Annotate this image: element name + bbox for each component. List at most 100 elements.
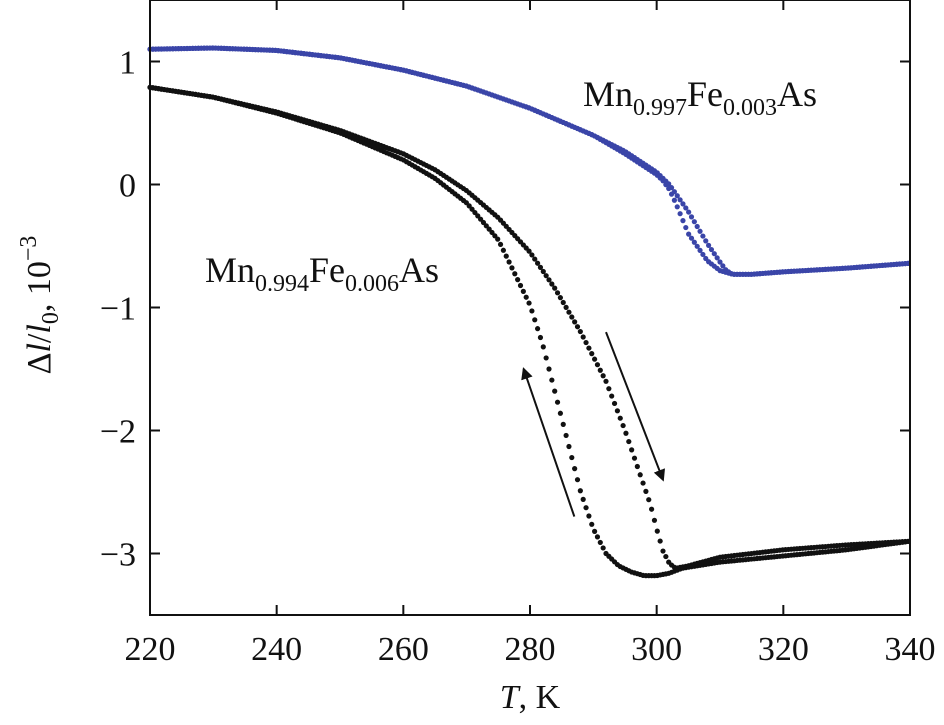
data-point (649, 506, 655, 512)
data-point (589, 351, 595, 357)
series-blue-mn: Mn (583, 74, 633, 114)
series-blue-fe-sub: 0.003 (723, 95, 777, 121)
data-point (500, 247, 506, 253)
data-point (529, 252, 535, 258)
y-tick-label: 1 (119, 45, 136, 82)
data-point (600, 373, 606, 379)
x-axis-label: T, K (500, 679, 561, 716)
data-point (589, 521, 595, 527)
series-black-mn: Mn (205, 250, 255, 290)
y-label-l0-sub: 0 (38, 312, 64, 324)
data-point (532, 256, 538, 262)
series-branch (147, 84, 911, 579)
series-black-as: As (399, 250, 439, 290)
y-label-l: l (21, 343, 58, 352)
data-point (535, 260, 541, 266)
data-point (563, 304, 569, 310)
data-point (557, 410, 564, 416)
data-point (569, 454, 575, 461)
data-point (668, 185, 675, 191)
data-point (497, 241, 504, 248)
data-point (509, 265, 515, 271)
data-point (691, 239, 697, 245)
series-label-blue: Mn0.997Fe0.003As (583, 74, 817, 121)
data-point (703, 238, 709, 244)
data-point (603, 378, 609, 384)
data-point (600, 545, 606, 551)
x-tick-label: 280 (505, 631, 556, 668)
data-point (677, 197, 683, 203)
data-point (512, 271, 518, 277)
data-point (517, 282, 524, 289)
data-point (708, 246, 715, 253)
data-point (711, 251, 717, 257)
data-point (631, 455, 638, 461)
data-point (629, 447, 635, 453)
data-point (560, 299, 566, 306)
x-tick-label: 300 (631, 631, 682, 668)
data-point (700, 251, 706, 258)
data-point (671, 189, 678, 195)
data-point (557, 295, 564, 301)
data-point (657, 538, 663, 544)
data-point (529, 308, 535, 314)
data-point (540, 344, 546, 350)
data-point (609, 393, 615, 399)
data-point (677, 211, 683, 217)
data-point (697, 228, 703, 234)
data-point (706, 242, 712, 248)
data-point (554, 290, 561, 296)
data-point (532, 317, 538, 323)
data-point (654, 528, 660, 534)
data-point (683, 224, 689, 231)
series-branch (147, 45, 911, 277)
x-tick-label: 320 (758, 631, 809, 668)
data-point (674, 193, 680, 199)
data-point (543, 273, 549, 279)
data-point (686, 209, 692, 215)
data-point (626, 438, 632, 445)
data-point (614, 408, 621, 414)
x-tick-label: 260 (378, 631, 429, 668)
series-black-fe-sub: 0.006 (345, 271, 399, 297)
data-point (563, 432, 569, 439)
y-label-slash: / (21, 333, 58, 343)
data-point (617, 415, 623, 421)
data-point (583, 339, 589, 346)
y-axis-ticks: 1 0 −1 −2 −3 (100, 45, 910, 574)
hysteresis-arrows (521, 331, 665, 517)
data-point (634, 463, 640, 470)
data-point (520, 288, 526, 294)
series-branch (147, 84, 911, 571)
data-point (720, 263, 726, 269)
data-point (554, 399, 561, 405)
data-point (691, 219, 697, 225)
data-point (680, 201, 686, 207)
data-point (580, 496, 586, 502)
direction-arrow (521, 367, 576, 517)
data-layer (147, 45, 911, 579)
data-point (623, 430, 629, 436)
data-point (597, 539, 603, 546)
series-black-mn-sub: 0.994 (255, 271, 309, 297)
data-point (537, 334, 544, 341)
y-label-scale: , 10 (21, 261, 58, 312)
x-tick-label: 240 (251, 631, 302, 668)
data-point (717, 259, 723, 265)
series-black (147, 84, 911, 579)
data-point (586, 513, 592, 519)
series-label-black: Mn0.994Fe0.006As (205, 250, 439, 297)
data-point (543, 355, 549, 361)
data-point (680, 218, 686, 224)
data-point (688, 235, 695, 241)
data-point (506, 259, 512, 265)
data-point (515, 277, 521, 283)
data-point (606, 386, 612, 392)
y-axis-label: Δl/l0, 10−3 (16, 236, 64, 375)
x-tick-label: 340 (885, 631, 936, 668)
data-point (495, 236, 501, 242)
data-point (674, 204, 680, 210)
data-point (640, 480, 646, 486)
data-point (552, 285, 558, 291)
